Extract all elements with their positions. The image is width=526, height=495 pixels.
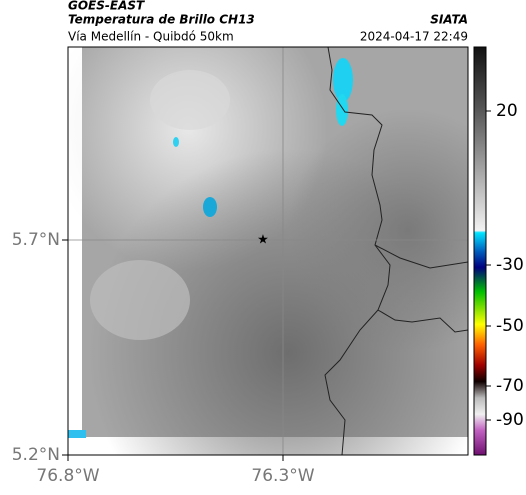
source: GOES-EAST <box>68 0 145 13</box>
location-star: ★ <box>257 233 269 248</box>
subtitle: Vía Medellín - Quibdó 50km <box>68 30 234 44</box>
colorbar-label: -30 <box>496 255 524 275</box>
timestamp: 2024-04-17 22:49 <box>360 30 468 44</box>
lat-label: 5.7°N <box>12 230 60 250</box>
colorbar <box>473 46 487 456</box>
lat-label: 5.2°N <box>12 445 60 465</box>
title: Temperatura de Brillo CH13 <box>68 13 255 27</box>
map-area: ★ <box>68 47 468 455</box>
colorbar-label: -50 <box>496 316 524 336</box>
colorbar-label: 20 <box>496 101 518 121</box>
lon-label: 76.3°W <box>251 466 314 486</box>
map-frame <box>67 46 469 456</box>
colorbar-label: -90 <box>496 410 524 430</box>
lon-label: 76.8°W <box>36 466 99 486</box>
colorbar-label: -70 <box>496 376 524 396</box>
brand: SIATA <box>430 13 468 27</box>
